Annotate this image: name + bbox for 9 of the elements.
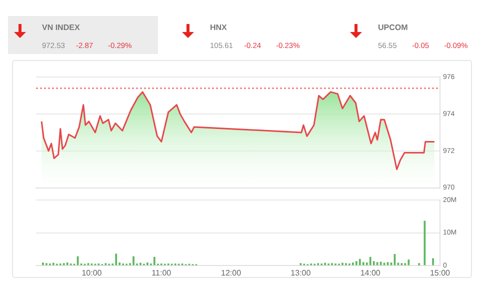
x-tick-label: 15:00	[430, 268, 451, 278]
x-tick-label: 14:00	[360, 268, 381, 278]
x-tick-label: 12:00	[221, 268, 242, 278]
x-tick-label: 13:00	[290, 268, 312, 278]
text: HNX	[210, 23, 227, 32]
x-tick-label: 11:00	[152, 268, 172, 278]
text: UPCOM	[378, 23, 408, 32]
x-tick-label: 10:00	[82, 268, 102, 278]
text: VN INDEX	[42, 23, 80, 32]
